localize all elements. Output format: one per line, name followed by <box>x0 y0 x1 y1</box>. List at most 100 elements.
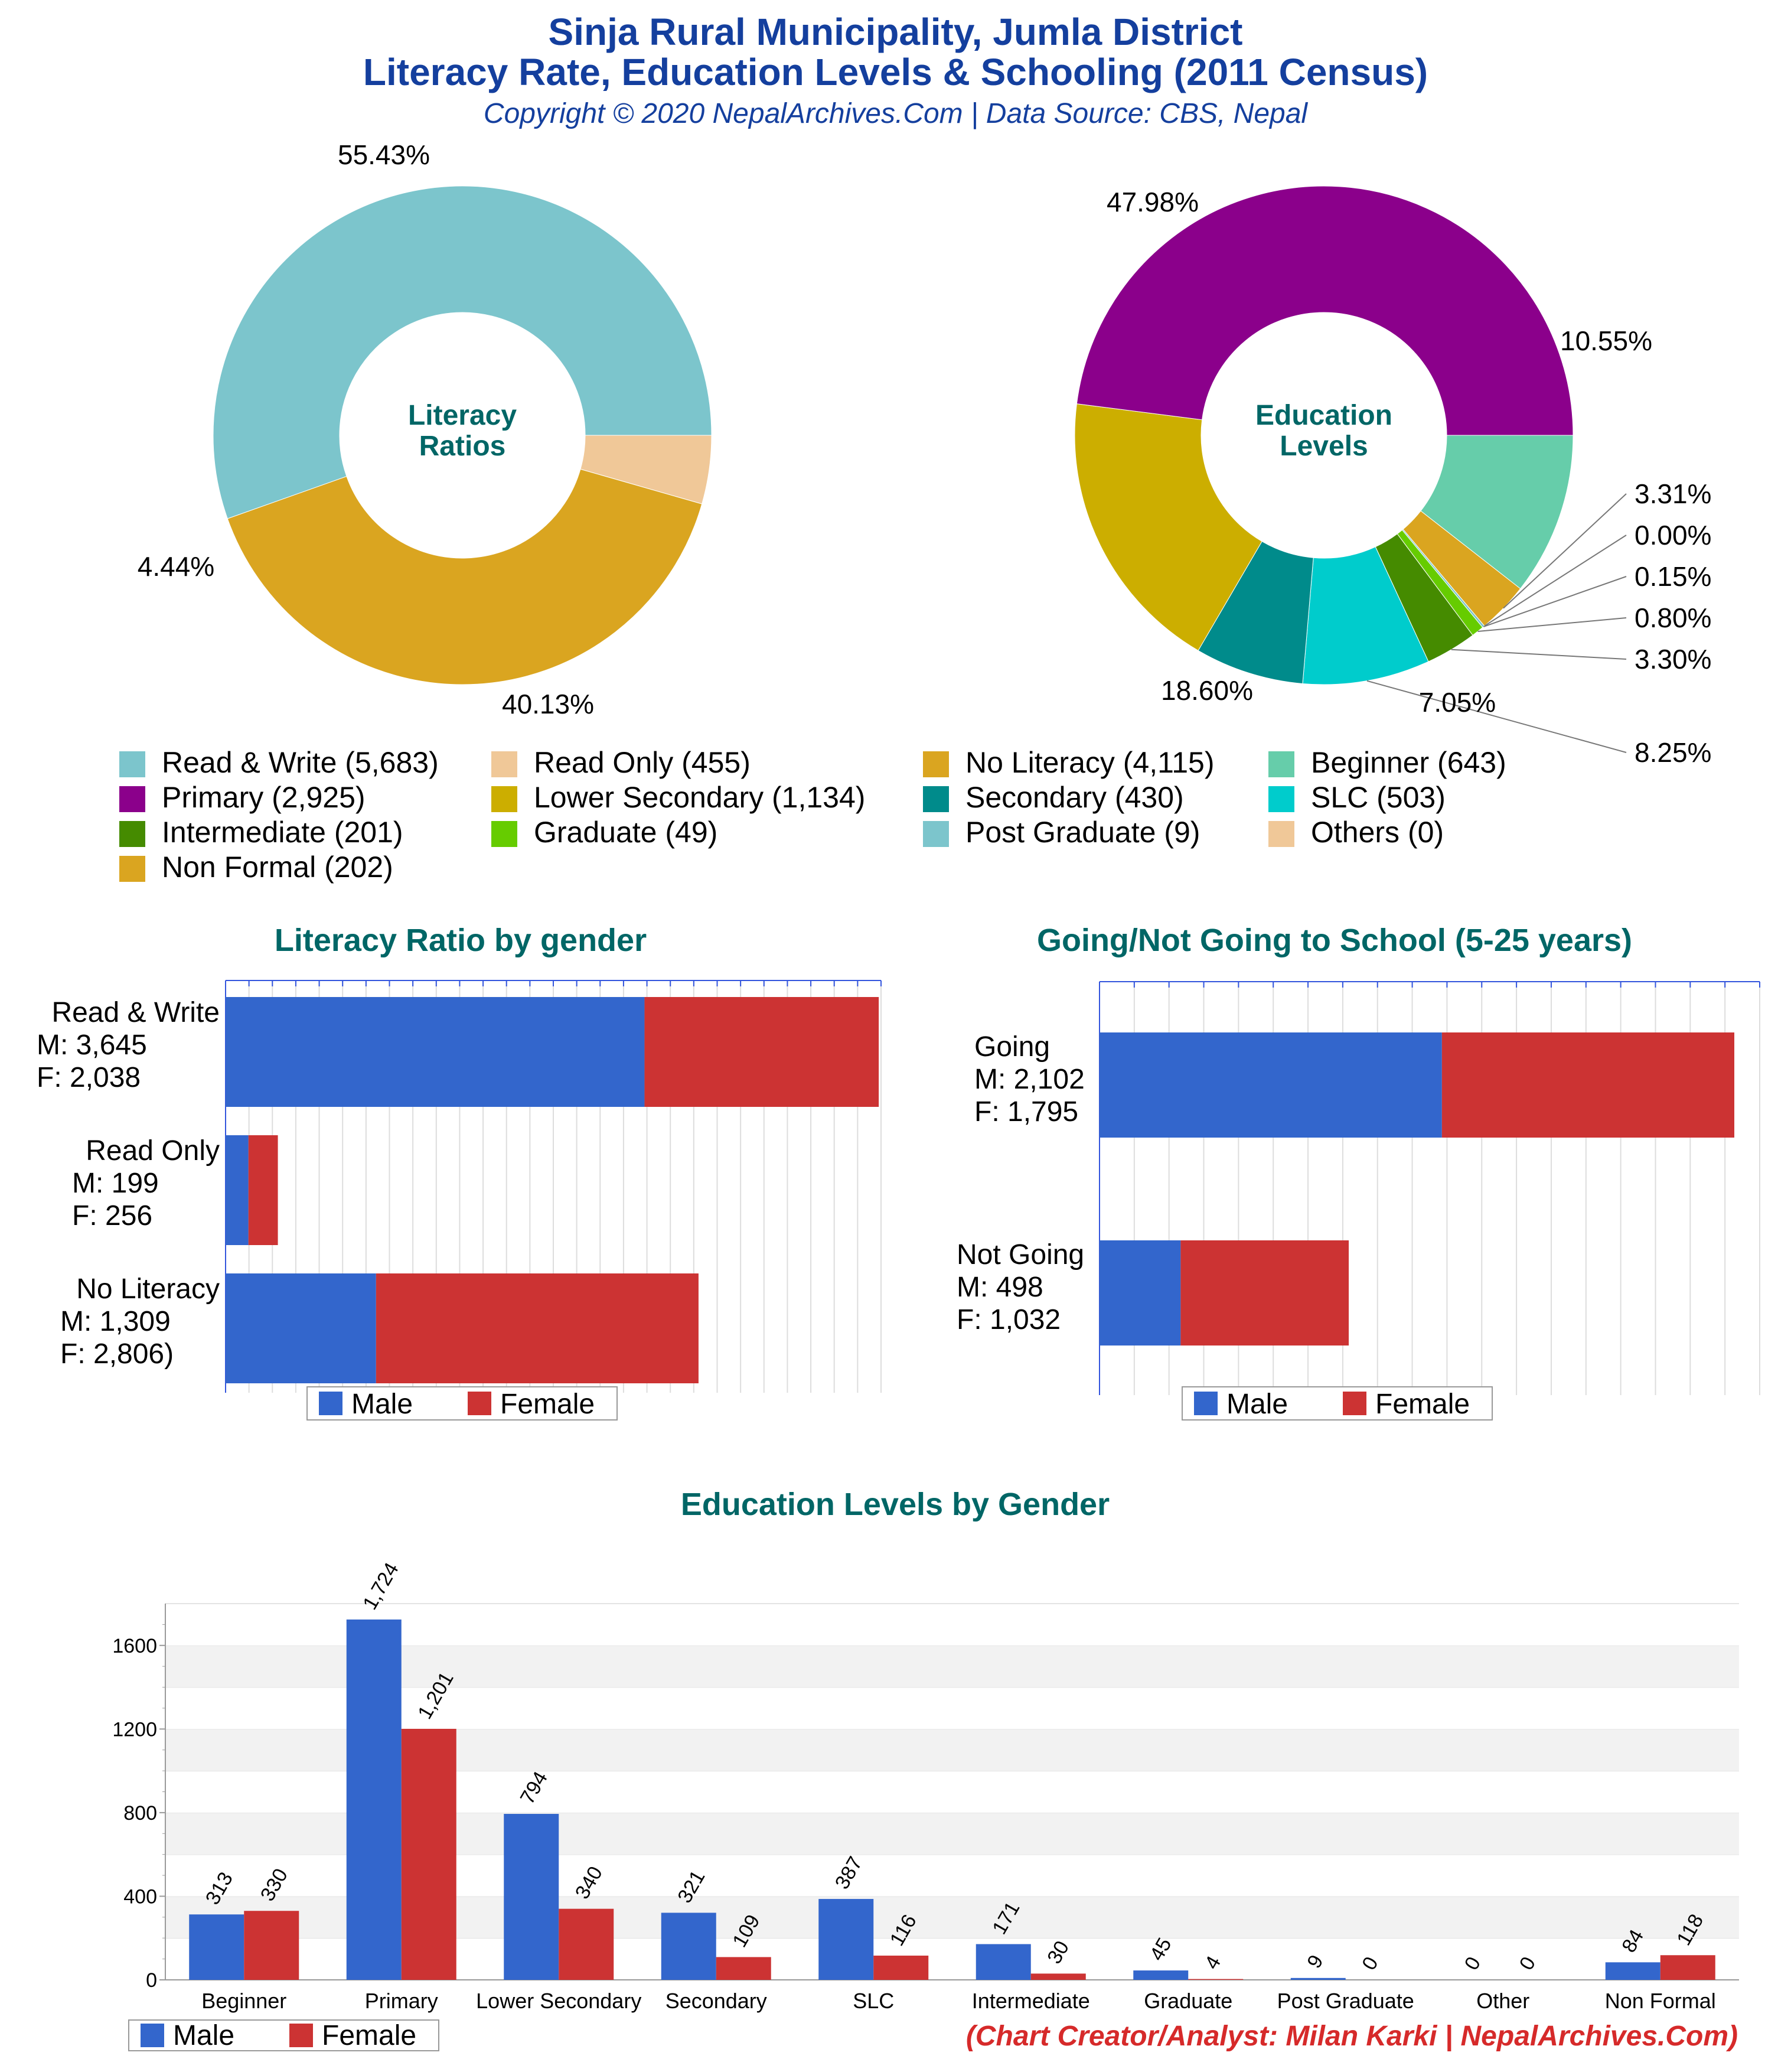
bar-male <box>818 1899 874 1980</box>
bar-female <box>1441 1032 1734 1138</box>
bar-female-label: F: 256 <box>72 1200 152 1232</box>
legend-swatch <box>491 751 517 777</box>
legend-label: Graduate (49) <box>534 816 718 849</box>
bar-male <box>1100 1032 1442 1138</box>
donut-slice <box>580 435 712 504</box>
slice-label: 40.13% <box>502 689 594 719</box>
donut-slice <box>227 468 703 685</box>
legend-swatch <box>1268 821 1294 847</box>
slice-label: 10.55% <box>1560 325 1652 356</box>
grid-band <box>165 1687 1739 1729</box>
bar-male-label: M: 2,102 <box>974 1064 1085 1095</box>
x-tick-label: Non Formal <box>1605 1989 1716 2013</box>
legend-label: Read Only (455) <box>534 746 751 779</box>
slice-label: 18.60% <box>1161 675 1253 706</box>
slice-label: 0.15% <box>1635 561 1711 592</box>
donut-title-line: Education <box>1255 400 1392 431</box>
x-tick-label: Primary <box>365 1989 438 2013</box>
legend-swatch <box>923 786 949 812</box>
x-tick-label: Lower Secondary <box>476 1989 641 2013</box>
legend-swatch <box>119 856 145 882</box>
chart-title-line1: Sinja Rural Municipality, Jumla District <box>548 11 1243 53</box>
legend-swatch <box>923 821 949 847</box>
donut-slice <box>213 185 712 519</box>
bar-male <box>1100 1240 1181 1346</box>
bar-category-label: Going <box>974 1031 1050 1063</box>
bar-male <box>226 997 645 1107</box>
legend-label-female: Female <box>1375 1389 1470 1420</box>
leader-line <box>1477 617 1627 632</box>
legend-box <box>306 1386 618 1421</box>
x-tick-label: Intermediate <box>972 1989 1090 2013</box>
bar-chart-title: Going/Not Going to School (5-25 years) <box>1037 923 1632 958</box>
bar-female <box>376 1273 699 1383</box>
legend-label: Primary (2,925) <box>162 781 366 814</box>
bar-male <box>1133 1970 1189 1980</box>
slice-label: 47.98% <box>1107 187 1199 217</box>
legend-swatch <box>119 751 145 777</box>
legend-label: Post Graduate (9) <box>965 816 1200 849</box>
bar-male <box>1290 1977 1346 1980</box>
bar-female <box>244 1911 299 1980</box>
bar-male <box>226 1273 376 1383</box>
bar-chart-title: Education Levels by Gender <box>681 1487 1110 1522</box>
bar-female <box>1188 1979 1244 1980</box>
legend-swatch-female <box>1343 1392 1366 1415</box>
legend-swatch <box>119 821 145 847</box>
bar-female <box>873 1955 929 1980</box>
bar-female <box>1660 1955 1715 1980</box>
bar-female <box>248 1135 278 1245</box>
legend-label-male: Male <box>1226 1389 1288 1420</box>
x-tick-label: Beginner <box>201 1989 286 2013</box>
bar-male <box>189 1914 244 1980</box>
bar-chart-title: Literacy Ratio by gender <box>275 923 647 958</box>
bar-category-label: No Literacy <box>76 1273 220 1305</box>
bar-female <box>1030 1973 1086 1980</box>
legend-swatch <box>119 786 145 812</box>
legend-label: Non Formal (202) <box>162 851 393 884</box>
bar-male-label: M: 498 <box>957 1272 1043 1303</box>
chart-subtitle: Copyright © 2020 NepalArchives.Com | Dat… <box>483 98 1308 129</box>
bar-male-label: M: 3,645 <box>37 1030 147 1061</box>
legend-swatch <box>491 786 517 812</box>
donut-title-line: Literacy <box>408 400 517 431</box>
legend-box <box>128 2019 439 2051</box>
x-tick-label: Post Graduate <box>1277 1989 1414 2013</box>
x-tick-label: Graduate <box>1144 1989 1232 2013</box>
slice-label: 8.25% <box>1635 737 1711 768</box>
legend-swatch <box>1268 751 1294 777</box>
legend-label: Beginner (643) <box>1311 746 1506 779</box>
bar-male <box>976 1944 1031 1980</box>
bar-female-label: F: 1,795 <box>974 1096 1078 1128</box>
bar-female <box>401 1728 456 1980</box>
legend-swatch-male <box>319 1392 342 1415</box>
slice-label: 3.31% <box>1635 478 1711 509</box>
y-tick-label: 400 <box>123 1885 157 1908</box>
donut-slice <box>1074 403 1262 651</box>
footer-credit: (Chart Creator/Analyst: Milan Karki | Ne… <box>965 2021 1738 2052</box>
bar-female <box>559 1908 614 1980</box>
bar-male <box>504 1814 559 1980</box>
x-tick-label: Other <box>1476 1989 1529 2013</box>
legend-box <box>1182 1386 1493 1421</box>
bar-category-label: Not Going <box>957 1239 1084 1270</box>
leader-line <box>1503 493 1627 609</box>
legend-label-male: Male <box>173 2020 234 2051</box>
legend-swatch <box>1268 786 1294 812</box>
leader-line <box>1451 649 1627 660</box>
legend-swatch-male <box>1194 1392 1218 1415</box>
donut-title-line: Levels <box>1280 431 1368 462</box>
slice-label: 0.80% <box>1635 602 1711 633</box>
x-tick-label: SLC <box>853 1989 894 2013</box>
y-tick-label: 1200 <box>112 1718 157 1741</box>
bar-category-label: Read Only <box>86 1135 220 1167</box>
slice-label: 0.00% <box>1635 520 1711 550</box>
bar-male <box>346 1619 402 1980</box>
bar-category-label: Read & Write <box>51 997 220 1028</box>
bar-male-label: M: 199 <box>72 1168 159 1199</box>
y-tick-label: 800 <box>123 1802 157 1825</box>
legend-label: Lower Secondary (1,134) <box>534 781 866 814</box>
slice-label: 3.30% <box>1635 644 1711 675</box>
legend-label: Secondary (430) <box>965 781 1184 814</box>
